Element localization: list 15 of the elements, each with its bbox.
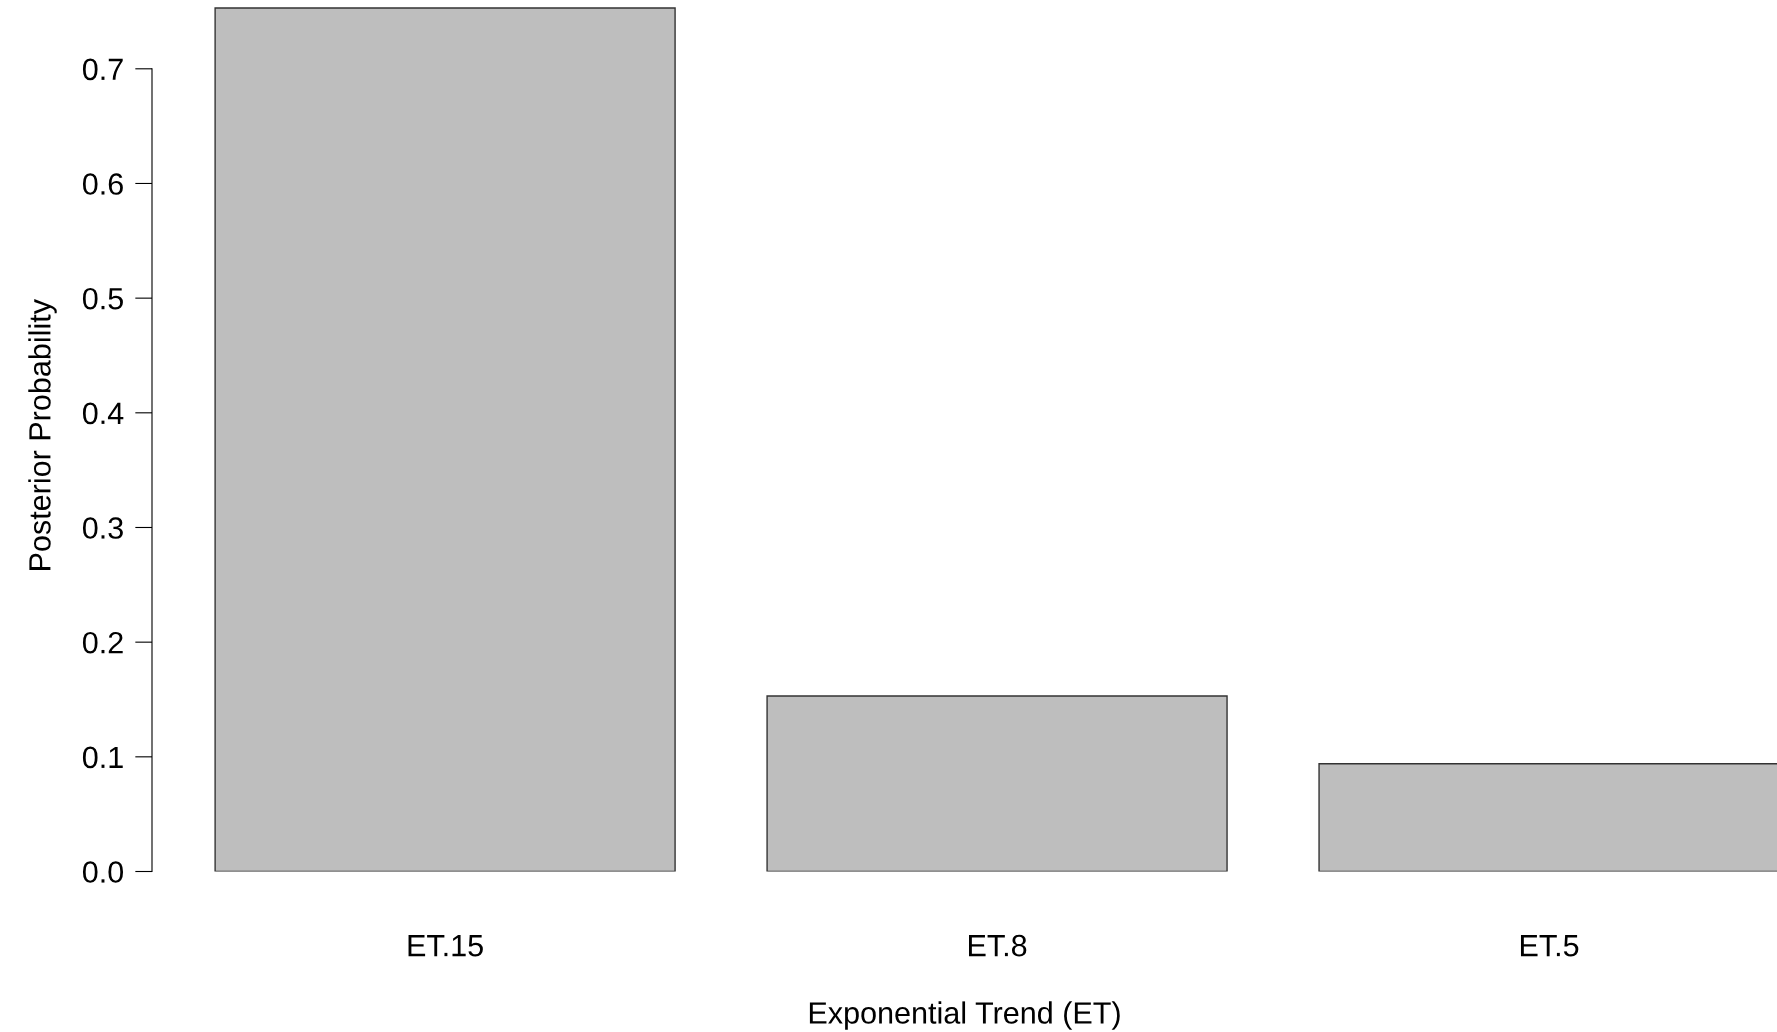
x-axis-title: Exponential Trend (ET): [809, 1001, 1120, 1030]
y-tick-label: 0.6: [82, 173, 123, 195]
y-tick-label: 0.4: [82, 402, 124, 425]
y-tick-label: 0.1: [82, 746, 123, 769]
y-tick-label: 0.5: [82, 287, 123, 310]
y-axis-title: Posterior Probability: [28, 299, 57, 570]
y-tick-label: 0.0: [82, 861, 124, 883]
x-tick-label: ET.5: [1520, 935, 1579, 957]
x-tick-label: ET.15: [408, 935, 483, 957]
bar: [766, 695, 1228, 872]
bar: [214, 7, 676, 872]
y-tick-label: 0.2: [82, 631, 123, 654]
y-tick-label: 0.7: [82, 58, 123, 81]
x-tick-label: ET.8: [969, 934, 1027, 957]
y-tick-label: 0.3: [82, 517, 123, 539]
